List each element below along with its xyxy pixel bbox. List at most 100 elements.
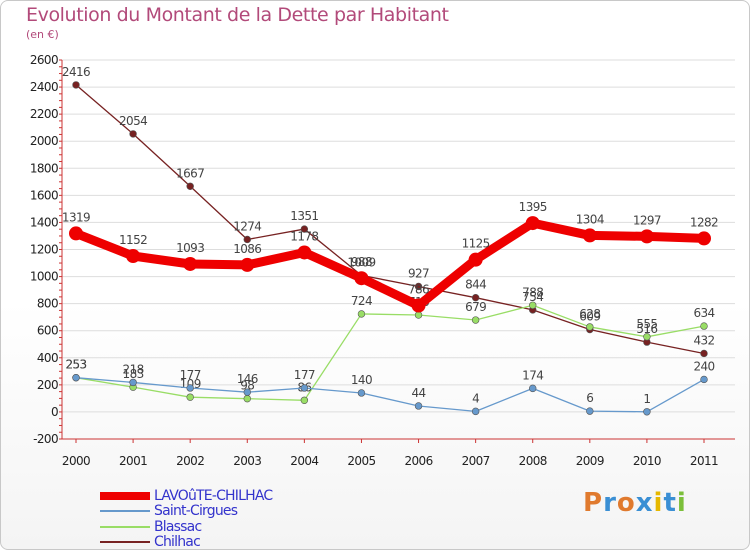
data-label: 218: [123, 362, 144, 376]
data-point: [126, 248, 141, 263]
data-point: [468, 252, 483, 267]
data-point: [411, 298, 426, 313]
data-label: 432: [693, 333, 714, 347]
x-tick-label: 2007: [462, 454, 490, 468]
data-label: 1086: [233, 242, 261, 256]
data-label: 183: [123, 367, 144, 381]
y-tick-label: 1000: [30, 270, 58, 284]
y-tick-label: 1200: [30, 243, 58, 257]
data-label: 927: [408, 266, 429, 280]
data-label: 628: [579, 307, 600, 321]
data-label: 140: [351, 373, 372, 387]
data-point: [471, 293, 480, 302]
data-point: [72, 373, 80, 382]
data-label: 44: [412, 386, 426, 400]
proxiti-logo: Proxiti: [583, 488, 687, 518]
data-point: [354, 271, 369, 286]
logo-letter: i: [653, 488, 664, 518]
data-label: 754: [522, 290, 543, 304]
data-label: 786: [408, 283, 429, 297]
x-tick-label: 2001: [119, 454, 147, 468]
data-point: [300, 396, 309, 404]
series-line-3: [75, 84, 705, 355]
legend-label-blassac: Blassac: [154, 519, 202, 535]
data-label: 679: [465, 300, 486, 314]
x-tick-label: 2004: [290, 454, 318, 468]
data-label: 1009: [347, 255, 375, 269]
y-tick-label: 1400: [30, 215, 58, 229]
data-label: 1093: [176, 241, 204, 255]
data-point: [297, 245, 312, 260]
x-tick-label: 2003: [233, 454, 261, 468]
line-chart: -200 0 200 400 600 800 1000 1200 1400 1600 1800 200…: [30, 53, 735, 468]
data-label: 253: [65, 358, 86, 372]
data-label: 516: [636, 322, 657, 336]
data-label: 788: [522, 285, 543, 299]
data-label: 177: [180, 368, 201, 382]
data-point: [525, 216, 540, 231]
data-point: [240, 257, 255, 272]
data-point: [529, 301, 537, 309]
logo-letter: r: [603, 488, 617, 518]
data-label: 1351: [290, 209, 318, 223]
data-label: 6: [586, 391, 593, 405]
data-point: [243, 394, 251, 403]
series-line-0: [74, 218, 705, 311]
data-label: 1: [643, 392, 650, 406]
legend-label-saint-cirgues: Saint-Cirgues: [154, 503, 238, 519]
y-tick-label: 0: [51, 405, 58, 419]
y-tick-label: 2000: [30, 134, 58, 148]
data-label: 2054: [119, 114, 147, 128]
data-label: 634: [693, 306, 714, 320]
data-point: [183, 256, 198, 271]
x-tick-label: 2008: [519, 454, 547, 468]
y-tick-label: 400: [37, 351, 58, 365]
x-tick-label: 2011: [690, 454, 718, 468]
data-label: 240: [693, 359, 714, 373]
data-point: [300, 384, 309, 392]
legend-swatch-saint-cirgues: [100, 510, 150, 512]
data-label: 1274: [233, 219, 261, 233]
data-label: 1125: [462, 237, 490, 251]
data-point: [643, 408, 651, 416]
data-point: [129, 378, 137, 387]
data-label: 174: [522, 368, 543, 382]
legend-label-chilhac: Chilhac: [154, 534, 201, 550]
data-label: 724: [351, 294, 372, 308]
data-label: 1297: [633, 213, 661, 227]
data-point: [243, 388, 251, 396]
y-tick-label: -200: [33, 432, 58, 446]
data-point: [700, 322, 708, 330]
x-tick-label: 2000: [62, 454, 90, 468]
data-label: 988: [351, 255, 372, 269]
data-point: [700, 375, 708, 384]
data-label: 146: [237, 372, 258, 386]
logo-letter: P: [583, 488, 604, 518]
y-tick-label: 2200: [30, 107, 58, 121]
data-point: [357, 389, 366, 397]
data-label: 844: [465, 278, 486, 292]
x-tick-label: 2009: [576, 454, 604, 468]
data-point: [414, 311, 423, 319]
y-tick-label: 600: [37, 324, 58, 338]
data-label: 1319: [62, 210, 90, 224]
y-tick-label: 200: [37, 378, 58, 392]
data-point: [357, 310, 366, 318]
data-point: [129, 130, 137, 138]
data-point: [697, 231, 711, 246]
chart-subtitle: (en €): [26, 28, 59, 41]
data-point: [186, 384, 194, 392]
data-point: [186, 182, 194, 190]
y-tick-label: 2400: [30, 80, 58, 94]
x-tick-label: 2002: [176, 454, 204, 468]
y-tick-label: 1800: [30, 161, 58, 175]
data-point: [639, 229, 654, 244]
y-tick-label: 1600: [30, 188, 58, 202]
y-tick-label: 800: [37, 297, 58, 311]
data-point: [243, 235, 251, 244]
data-point: [414, 402, 423, 410]
data-point: [529, 384, 537, 393]
data-point: [69, 226, 83, 241]
legend-swatch-chilhac: [100, 541, 150, 543]
